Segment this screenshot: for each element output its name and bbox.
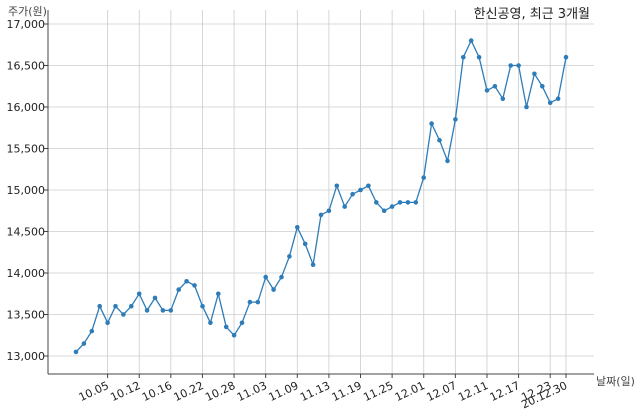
data-point [563,54,569,60]
y-tick-label: 16,000 [7,101,46,114]
data-point [89,328,95,334]
y-tick-label: 16,500 [7,60,46,73]
data-point [342,204,348,209]
x-tick-label: 11.13 [298,379,332,404]
x-tick-label: 12.11 [456,379,490,404]
data-point [255,299,261,305]
data-point [374,200,379,205]
data-point [413,200,419,205]
data-point [318,212,324,218]
data-point [421,175,427,180]
chart-title: 한신공영, 최근 3개월 [474,7,590,22]
data-point [445,158,450,164]
data-point [208,320,213,326]
y-axis-ticks: 13,000 13,500 14,000 14,500 15,000 15,500 16,0… [7,18,48,363]
data-point [468,38,474,43]
data-point [302,241,308,247]
x-tick-label: 10.22 [172,379,206,404]
x-axis-ticks: 10.0510.1210.1610.2210.2811.0311.0911.13… [77,374,569,411]
data-point [136,291,142,297]
y-axis-label: 주가(원) [8,5,47,18]
data-point [366,183,371,189]
data-point [81,341,87,346]
data-point [216,291,221,297]
y-tick-label: 17,000 [7,18,46,31]
x-tick-label: 12.07 [425,379,459,404]
data-point [168,308,174,313]
data-point [453,117,458,122]
data-point [247,299,253,305]
data-point [113,303,118,309]
data-point [200,303,205,309]
data-point [547,100,553,106]
data-point [484,88,490,93]
data-point [263,274,269,280]
data-point [144,308,150,313]
x-tick-label: 12.01 [393,379,427,404]
y-tick-label: 13,000 [7,350,46,363]
price-points [73,38,569,355]
data-point [524,104,529,110]
y-tick-label: 13,500 [7,309,46,322]
y-tick-label: 15,500 [7,143,46,156]
data-point [476,54,482,60]
y-tick-label: 14,000 [7,267,46,280]
price-line [75,39,567,353]
data-point [540,84,545,89]
x-tick-label: 11.19 [330,379,364,404]
data-point [437,137,442,143]
data-point [160,308,166,313]
data-point [279,274,284,280]
x-tick-label: 12.17 [488,379,522,404]
data-point [508,63,513,68]
data-point [223,324,229,330]
x-axis-label: 날짜(일) [596,374,635,388]
data-point [500,96,506,101]
data-point [334,183,340,189]
x-tick-label: 10.05 [77,379,111,404]
data-point [350,191,355,197]
data-point [532,71,537,77]
x-tick-label: 10.28 [203,379,237,404]
x-tick-label: 11.09 [267,379,301,404]
data-point [105,320,110,326]
y-tick-label: 15,000 [7,184,46,197]
data-point [121,312,126,317]
data-point [389,204,395,209]
data-point [397,200,403,205]
data-point [461,54,466,60]
data-point [295,225,300,230]
data-point [176,287,181,292]
data-point [73,349,79,355]
data-point [271,287,276,292]
data-point [492,84,498,89]
data-point [152,295,158,301]
data-point [429,121,434,126]
data-point [231,333,237,338]
x-tick-label: 10.12 [108,379,142,404]
x-tick-label: 10.16 [140,379,174,404]
data-point [287,254,292,259]
data-point [129,303,134,309]
data-point [358,187,363,193]
data-point [405,200,411,205]
data-point [326,208,332,214]
data-point [555,96,561,101]
data-point [184,279,189,284]
data-point [192,283,197,288]
x-tick-label: 11.25 [361,379,395,404]
data-point [239,320,245,326]
data-point [310,262,316,268]
x-tick-label: 11.03 [235,379,269,404]
y-tick-label: 14,500 [7,226,46,239]
data-point [381,208,387,214]
data-point [97,303,102,309]
data-point [516,63,521,68]
